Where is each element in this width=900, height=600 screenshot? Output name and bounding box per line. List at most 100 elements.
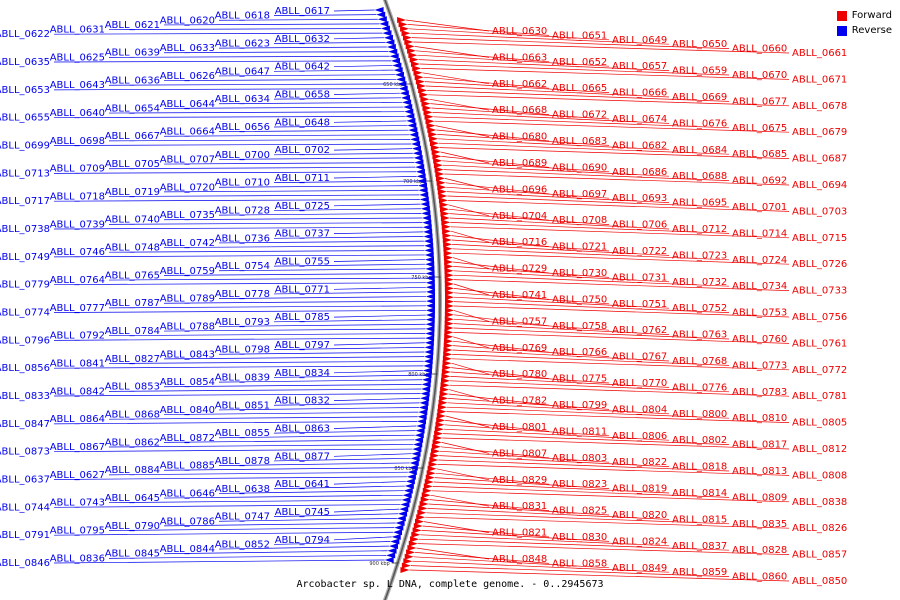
reverse-gene-leader [163,23,380,26]
forward-gene-feature [437,188,447,195]
reverse-gene-leader [163,522,396,527]
reverse-gene-leader [218,351,425,355]
reverse-gene-leader [108,55,390,58]
reverse-gene-feature [403,487,413,494]
forward-gene-label: ABLL_0848 [492,554,547,565]
reverse-gene-label: ABLL_0868 [105,410,160,421]
forward-gene-feature [443,245,453,252]
reverse-gene-feature [396,76,406,83]
reverse-gene-leader [333,453,412,457]
reverse-gene-leader [108,555,387,559]
reverse-gene-feature [425,261,435,268]
forward-gene-label: ABLL_0768 [672,356,727,367]
reverse-gene-leader [108,277,426,281]
reverse-gene-feature [386,552,396,559]
reverse-gene-feature [393,529,403,536]
forward-gene-label: ABLL_0689 [492,158,547,169]
forward-gene-label: ABLL_0807 [492,448,547,459]
forward-gene-feature [438,193,448,199]
forward-gene-leader [448,393,550,406]
forward-gene-leader [422,525,550,538]
forward-gene-feature [433,435,443,441]
forward-gene-label: ABLL_0781 [792,391,847,402]
forward-gene-leader [425,516,790,529]
reverse-gene-leader [53,393,421,397]
forward-gene-feature [425,118,435,125]
reverse-gene-feature [399,506,409,513]
forward-gene-label: ABLL_0685 [732,149,787,160]
reverse-gene-leader [108,166,416,170]
forward-gene-leader [433,116,730,129]
forward-gene-feature [418,505,428,512]
forward-gene-label: ABLL_0704 [492,211,547,222]
reverse-gene-leader [108,305,426,309]
forward-gene-feature [431,443,441,450]
reverse-gene-label: ABLL_0790 [105,521,160,532]
reverse-gene-leader [53,254,425,258]
reverse-gene-label: ABLL_0720 [160,182,215,193]
forward-gene-leader [444,178,490,190]
reverse-gene-label: ABLL_0625 [50,52,105,63]
reverse-gene-leader [163,550,388,555]
reverse-gene-feature [393,67,403,74]
reverse-gene-label: ABLL_0786 [160,516,215,527]
reverse-gene-leader [163,106,404,109]
reverse-gene-feature [403,104,413,111]
forward-gene-feature [444,333,454,340]
forward-gene-leader [409,28,610,41]
forward-gene-feature [442,232,452,239]
reverse-gene-label: ABLL_0736 [215,233,270,244]
forward-gene-feature [444,263,454,270]
forward-gene-label: ABLL_0808 [792,470,847,481]
reverse-gene-leader [273,97,402,100]
reverse-gene-label: ABLL_0620 [160,15,215,26]
reverse-gene-label: ABLL_0777 [50,303,105,314]
forward-gene-label: ABLL_0770 [612,378,667,389]
forward-gene-leader [447,402,670,415]
forward-gene-leader [407,24,550,36]
reverse-gene-feature [420,390,430,397]
reverse-gene-feature [417,178,427,185]
reverse-gene-leader [163,494,403,499]
forward-gene-leader [451,362,490,375]
forward-gene-leader [423,76,550,89]
forward-gene-feature [437,408,447,415]
reverse-gene-label: ABLL_0845 [105,549,160,560]
forward-gene-feature [441,377,451,384]
reverse-gene-label: ABLL_0738 [0,224,50,235]
reverse-gene-feature [384,557,394,563]
reverse-gene-label: ABLL_0855 [215,428,270,439]
reverse-gene-label: ABLL_0779 [0,280,50,291]
reverse-gene-feature [408,464,418,471]
forward-gene-label: ABLL_0857 [792,550,847,561]
forward-gene-feature [440,382,450,389]
forward-gene-feature [415,78,425,85]
reverse-gene-label: ABLL_0702 [275,145,330,156]
reverse-gene-leader [163,467,409,471]
forward-gene-feature [443,342,453,349]
forward-gene-leader [447,200,790,212]
reverse-gene-feature [401,496,411,503]
reverse-gene-feature [423,362,433,369]
forward-gene-label: ABLL_0660 [732,44,787,55]
forward-gene-label: ABLL_0761 [792,338,847,349]
forward-gene-label: ABLL_0662 [492,79,547,90]
reverse-gene-feature [425,316,435,323]
reverse-gene-label: ABLL_0877 [275,451,330,462]
forward-gene-feature [420,96,430,103]
forward-gene-label: ABLL_0810 [732,413,787,424]
forward-gene-leader [433,481,670,494]
forward-gene-label: ABLL_0780 [492,369,547,380]
forward-gene-label: ABLL_0825 [552,506,607,517]
reverse-gene-feature [425,325,435,332]
reverse-gene-feature [423,358,433,365]
forward-gene-feature [443,241,453,248]
reverse-gene-leader [273,541,391,545]
forward-gene-feature [435,171,445,177]
forward-gene-label: ABLL_0817 [732,440,787,451]
reverse-gene-label: ABLL_0774 [0,308,50,319]
reverse-gene-label: ABLL_0843 [160,349,215,360]
forward-gene-leader [431,490,790,503]
forward-gene-feature [423,483,433,490]
reverse-gene-feature [385,39,395,46]
